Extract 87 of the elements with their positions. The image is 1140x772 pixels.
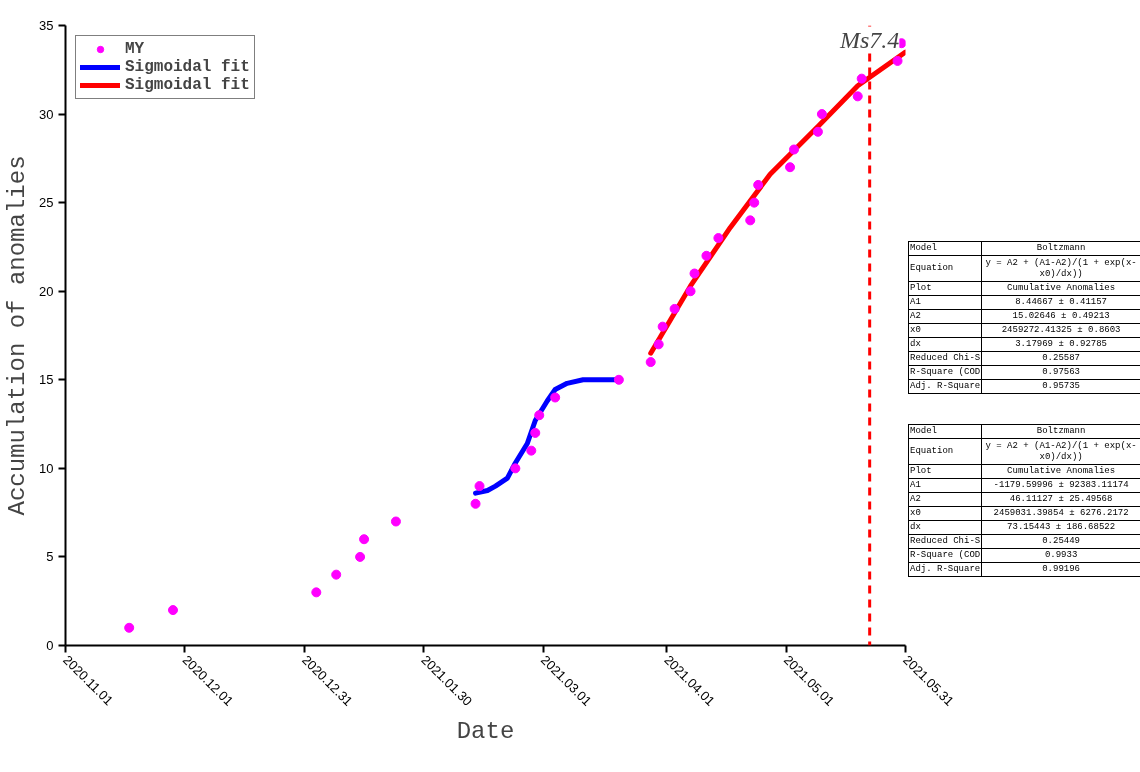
legend-label: MY — [125, 40, 145, 58]
point — [124, 622, 135, 633]
text: R-Square (COD — [908, 365, 982, 380]
point — [359, 534, 370, 545]
point — [331, 569, 342, 580]
text: Model — [908, 241, 982, 256]
text: Boltzmann — [981, 424, 1140, 439]
x-axis-title: Date — [456, 717, 515, 745]
point — [510, 463, 521, 474]
legend-label: Sigmoidal fit — [125, 58, 250, 76]
point — [785, 162, 796, 173]
text: 15.02646 ± 0.49213 — [981, 309, 1140, 324]
text: dx — [908, 337, 982, 352]
text: 3.17969 ± 0.92785 — [981, 337, 1140, 352]
text: 0.25449 — [981, 534, 1140, 549]
y-tick-label: 0 — [46, 638, 54, 653]
text: Reduced Chi-S — [908, 351, 982, 366]
point — [669, 303, 680, 314]
point — [470, 498, 481, 509]
point — [749, 197, 760, 208]
text: 2459272.41325 ± 0.8603 — [981, 323, 1140, 338]
text: 2459031.39854 ± 6276.2172 — [981, 506, 1140, 521]
text: Cumulative Anomalies — [981, 464, 1140, 479]
point — [534, 410, 545, 421]
point — [474, 481, 485, 492]
point — [713, 233, 724, 244]
point — [812, 126, 823, 137]
y-tick-label: 20 — [39, 283, 54, 299]
point — [530, 427, 541, 438]
point — [311, 587, 322, 598]
text: Plot — [908, 464, 982, 479]
text: y = A2 + (A1-A2)/(1 + exp(x-x0)/dx)) — [981, 438, 1140, 465]
text: Equation — [908, 438, 982, 465]
point — [390, 516, 401, 527]
point — [701, 250, 712, 261]
text: -1179.59996 ± 92383.11174 — [981, 478, 1140, 493]
point — [689, 268, 700, 279]
point — [550, 392, 561, 403]
point — [355, 551, 366, 562]
y-tick-label: 5 — [46, 549, 54, 565]
text: 0.25587 — [981, 351, 1140, 366]
legend-label: Sigmoidal fit — [125, 76, 250, 94]
text: A1 — [908, 295, 982, 310]
text: 0.95735 — [981, 379, 1140, 394]
point — [856, 73, 867, 84]
point — [753, 179, 764, 190]
text: 0.97563 — [981, 365, 1140, 380]
text: x0 — [908, 506, 982, 521]
point — [613, 374, 624, 385]
text: 0.99196 — [981, 562, 1140, 577]
text: Model — [908, 424, 982, 439]
text: Equation — [908, 255, 982, 282]
text: 8.44667 ± 0.41157 — [981, 295, 1140, 310]
point — [852, 91, 863, 102]
point — [816, 109, 827, 120]
point — [526, 445, 537, 456]
text: Adj. R-Square — [908, 562, 982, 577]
text: R-Square (COD — [908, 548, 982, 563]
y-tick-label: 10 — [39, 460, 54, 476]
point — [167, 605, 178, 616]
ref-line-label: Ms7.4 — [839, 26, 900, 53]
text: y = A2 + (A1-A2)/(1 + exp(x-x0)/dx)) — [981, 255, 1140, 282]
point — [653, 339, 664, 350]
point — [645, 357, 656, 368]
text: 0.9933 — [981, 548, 1140, 563]
point — [789, 144, 800, 155]
y-tick-label: 15 — [39, 372, 54, 388]
text: 73.15443 ± 186.68522 — [981, 520, 1140, 535]
text: Adj. R-Square — [908, 379, 982, 394]
text: dx — [908, 520, 982, 535]
text: A1 — [908, 478, 982, 493]
text: x0 — [908, 323, 982, 338]
text: A2 — [908, 492, 982, 507]
text: Reduced Chi-S — [908, 534, 982, 549]
text: Cumulative Anomalies — [981, 281, 1140, 296]
point — [745, 215, 756, 226]
y-tick-label: 30 — [39, 106, 54, 122]
y-tick-label: 25 — [39, 195, 54, 211]
text: Boltzmann — [981, 241, 1140, 256]
point — [892, 55, 903, 66]
y-tick-label: 35 — [39, 18, 54, 33]
text: A2 — [908, 309, 982, 324]
text: 46.11127 ± 25.49568 — [981, 492, 1140, 507]
text: Plot — [908, 281, 982, 296]
y-axis-title: Accumulation of anomalies — [4, 155, 32, 516]
point — [657, 321, 668, 332]
point — [685, 286, 696, 297]
